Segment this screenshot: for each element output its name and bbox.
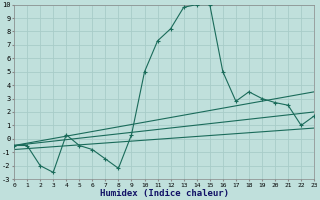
X-axis label: Humidex (Indice chaleur): Humidex (Indice chaleur): [100, 189, 228, 198]
